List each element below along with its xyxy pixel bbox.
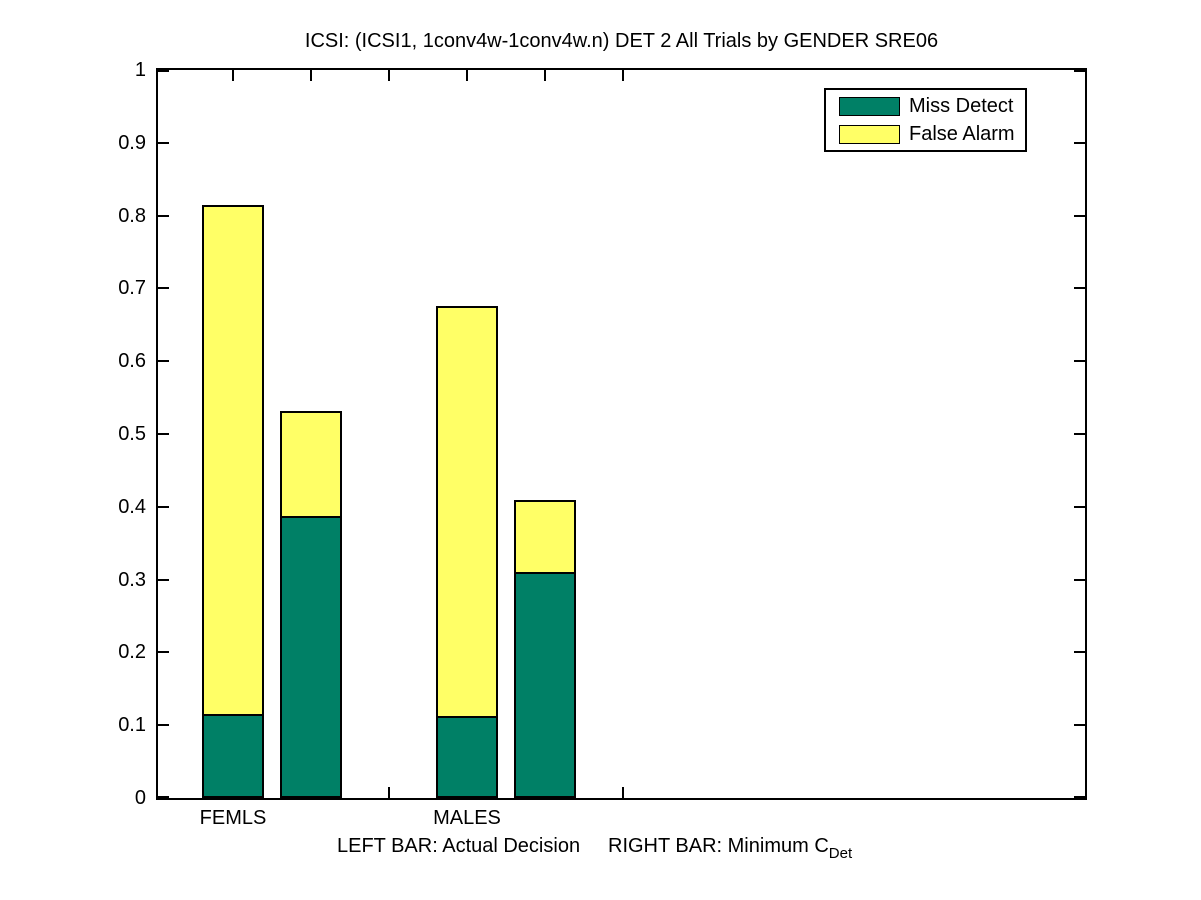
y-axis-tick-1 [158, 70, 169, 72]
x-axis-tick-slot-4 [466, 70, 468, 81]
x-tick-label-males: MALES [433, 807, 501, 829]
footnote-right-bar-text: RIGHT BAR: Minimum C [608, 835, 829, 857]
bar-femls-actual_decision-false-alarm-segment [202, 205, 264, 714]
legend-item-false-alarm: False Alarm [826, 122, 1025, 145]
y-axis-tick-0.9 [158, 142, 169, 144]
bar-femls-actual_decision-miss-detect-segment [202, 714, 264, 798]
footnote-left-bar: LEFT BAR: Actual Decision [337, 835, 581, 857]
x-axis-tick-slot-6 [622, 787, 624, 798]
chart-title: ICSI: (ICSI1, 1conv4w-1conv4w.n) DET 2 A… [304, 30, 939, 52]
legend-swatch-miss-detect [839, 96, 900, 116]
x-tick-label-femls: FEMLS [199, 807, 267, 829]
y-axis-tick-0.7 [158, 287, 169, 289]
bar-males-actual_decision-miss-detect-segment [436, 716, 498, 798]
y-tick-label-0.3: 0.3 [118, 569, 146, 591]
bar-males-minimum_cdet-false-alarm-segment [514, 500, 576, 572]
y-tick-label-0.7: 0.7 [118, 277, 146, 299]
x-axis-tick-slot-3 [388, 787, 390, 798]
y-axis-tick-0.6 [1074, 360, 1085, 362]
y-axis-tick-0.9 [1074, 142, 1085, 144]
legend-label-false-alarm: False Alarm [909, 122, 1015, 145]
y-axis-tick-0.6 [158, 360, 169, 362]
legend-box: Miss Detect False Alarm [824, 88, 1027, 152]
y-tick-label-0.5: 0.5 [118, 423, 146, 445]
y-axis-tick-0.1 [158, 724, 169, 726]
x-axis-tick-slot-2 [310, 70, 312, 81]
plot-area [156, 68, 1087, 800]
y-axis-tick-0.4 [158, 506, 169, 508]
y-axis-tick-0.5 [1074, 433, 1085, 435]
y-axis-tick-0.7 [1074, 287, 1085, 289]
footnote-right-bar: RIGHT BAR: Minimum CDet [608, 834, 852, 866]
y-axis-tick-0.3 [158, 579, 169, 581]
y-axis-tick-0.4 [1074, 506, 1085, 508]
x-axis-tick-slot-6 [622, 70, 624, 81]
bar-femls-minimum_cdet-false-alarm-segment [280, 411, 342, 516]
x-axis-tick-slot-5 [544, 70, 546, 81]
y-tick-label-0.9: 0.9 [118, 132, 146, 154]
y-axis-tick-0.2 [1074, 651, 1085, 653]
x-axis-tick-slot-1 [232, 70, 234, 81]
y-axis-tick-0.2 [158, 651, 169, 653]
y-axis-tick-0.5 [158, 433, 169, 435]
bar-males-actual_decision-false-alarm-segment [436, 306, 498, 716]
y-tick-label-0.8: 0.8 [118, 205, 146, 227]
y-tick-label-0.1: 0.1 [118, 714, 146, 736]
y-axis-tick-1 [1074, 70, 1085, 72]
y-axis-tick-0.8 [158, 215, 169, 217]
y-tick-label-1: 1 [134, 59, 146, 81]
bar-femls-minimum_cdet-miss-detect-segment [280, 516, 342, 798]
y-axis-tick-0.8 [1074, 215, 1085, 217]
y-tick-label-0.2: 0.2 [118, 641, 146, 663]
bar-males-minimum_cdet-miss-detect-segment [514, 572, 576, 798]
y-axis-tick-0 [1074, 796, 1085, 798]
legend-swatch-false-alarm [839, 124, 900, 144]
y-axis-tick-0.3 [1074, 579, 1085, 581]
legend-item-miss-detect: Miss Detect [826, 94, 1025, 117]
y-tick-label-0: 0 [134, 787, 146, 809]
footnote-cdet-subscript: Det [828, 845, 853, 862]
y-axis-tick-0.1 [1074, 724, 1085, 726]
y-axis-tick-0 [158, 796, 169, 798]
x-axis-tick-slot-3 [388, 70, 390, 81]
y-tick-label-0.6: 0.6 [118, 350, 146, 372]
legend-label-miss-detect: Miss Detect [909, 94, 1014, 117]
y-tick-label-0.4: 0.4 [118, 496, 146, 518]
